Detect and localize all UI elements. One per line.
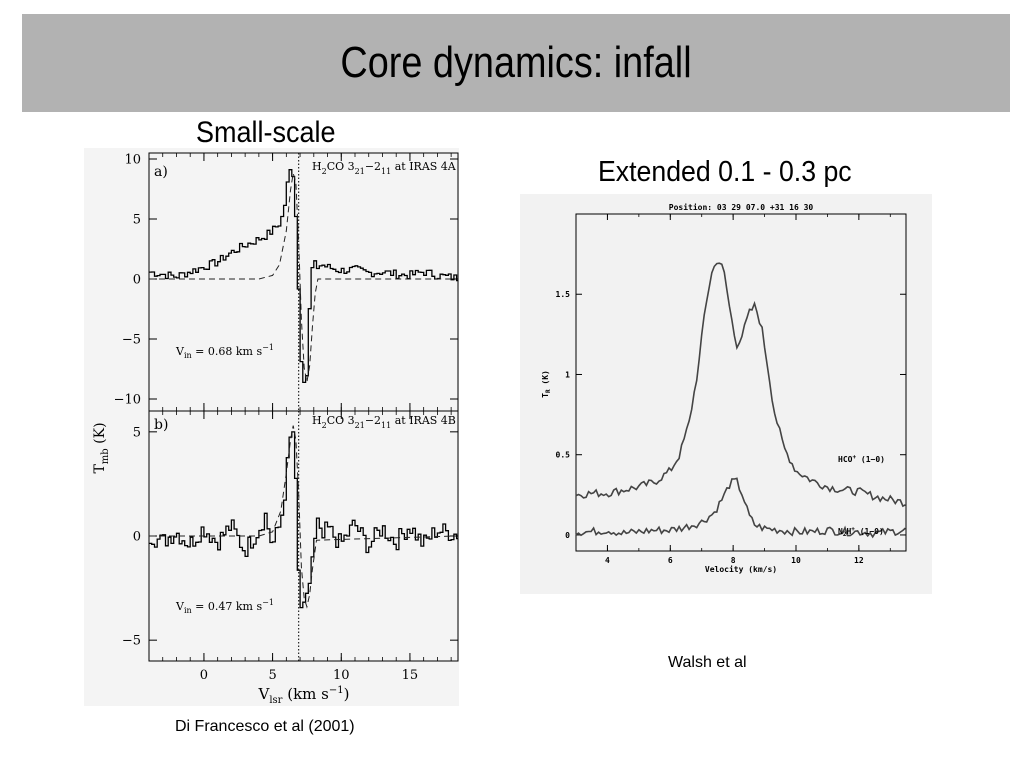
title-bar: Core dynamics: infall xyxy=(22,14,1010,112)
x-tick-label: 10 xyxy=(333,668,350,683)
left-figure-background xyxy=(84,148,459,706)
left-heading: Small-scale xyxy=(196,116,336,149)
y-tick-label: 0 xyxy=(565,531,570,540)
right-figure: Position: 03 29 07.0 +31 16 30 Velocity … xyxy=(520,194,932,594)
panel-a-annotation: Vin = 0.68 km s−1 xyxy=(175,343,274,360)
panel-a-title: H2CO 321−211 at IRAS 4A xyxy=(312,160,457,176)
x-tick-label: 5 xyxy=(268,668,276,683)
left-figure: 10 5 0 −5 −10 0 5 10 15 5 0 −5 a) b) H2CO 321−211 … xyxy=(84,148,459,706)
y-tick-label: 5 xyxy=(133,425,141,440)
x-tick-label: 0 xyxy=(200,668,208,683)
spectrum-line xyxy=(575,262,906,508)
x-tick-label: 15 xyxy=(402,668,419,683)
x-tick-label: 8 xyxy=(731,556,736,565)
x-tick-label: 10 xyxy=(791,556,801,565)
spectrum-line xyxy=(149,169,458,384)
panel-b-annotation: Vin = 0.47 km s−1 xyxy=(175,598,274,615)
series-label-hco: HCO+ (1−0) xyxy=(838,454,885,464)
model-line xyxy=(149,173,456,383)
y-tick-label: 1 xyxy=(565,370,570,379)
right-xlabel: Velocity (km/s) xyxy=(705,564,777,574)
panel-a-label: a) xyxy=(154,164,168,180)
right-plot-frame xyxy=(575,213,907,552)
y-tick-label: 10 xyxy=(124,153,141,168)
y-tick-label: −5 xyxy=(122,333,141,348)
right-figure-background xyxy=(520,194,932,594)
x-tick-label: 6 xyxy=(668,556,673,565)
right-caption: Walsh et al xyxy=(668,654,747,671)
panel-b-title: H2CO 321−211 at IRAS 4B xyxy=(312,414,456,430)
y-tick-label: 0.5 xyxy=(556,451,571,460)
spectrum-line xyxy=(575,477,906,539)
y-tick-label: 1.5 xyxy=(556,290,571,299)
y-tick-label: 0 xyxy=(133,530,141,545)
model-line xyxy=(149,425,456,609)
y-tick-label: 5 xyxy=(133,213,141,228)
y-tick-label: −5 xyxy=(122,634,141,649)
panel-b-label: b) xyxy=(154,417,168,433)
right-heading: Extended 0.1 - 0.3 pc xyxy=(598,156,852,188)
slide-title: Core dynamics: infall xyxy=(340,38,692,87)
x-tick-label: 12 xyxy=(854,556,864,565)
y-tick-label: −10 xyxy=(114,393,141,408)
y-tick-label: 0 xyxy=(133,273,141,288)
series-label-n2h: N2H+ (1−0) xyxy=(838,526,884,538)
left-caption: Di Francesco et al (2001) xyxy=(175,718,355,735)
right-ylabel: TR (K) xyxy=(541,370,552,398)
right-title: Position: 03 29 07.0 +31 16 30 xyxy=(669,202,814,212)
x-tick-label: 4 xyxy=(605,556,610,565)
spectrum-line xyxy=(149,431,458,609)
